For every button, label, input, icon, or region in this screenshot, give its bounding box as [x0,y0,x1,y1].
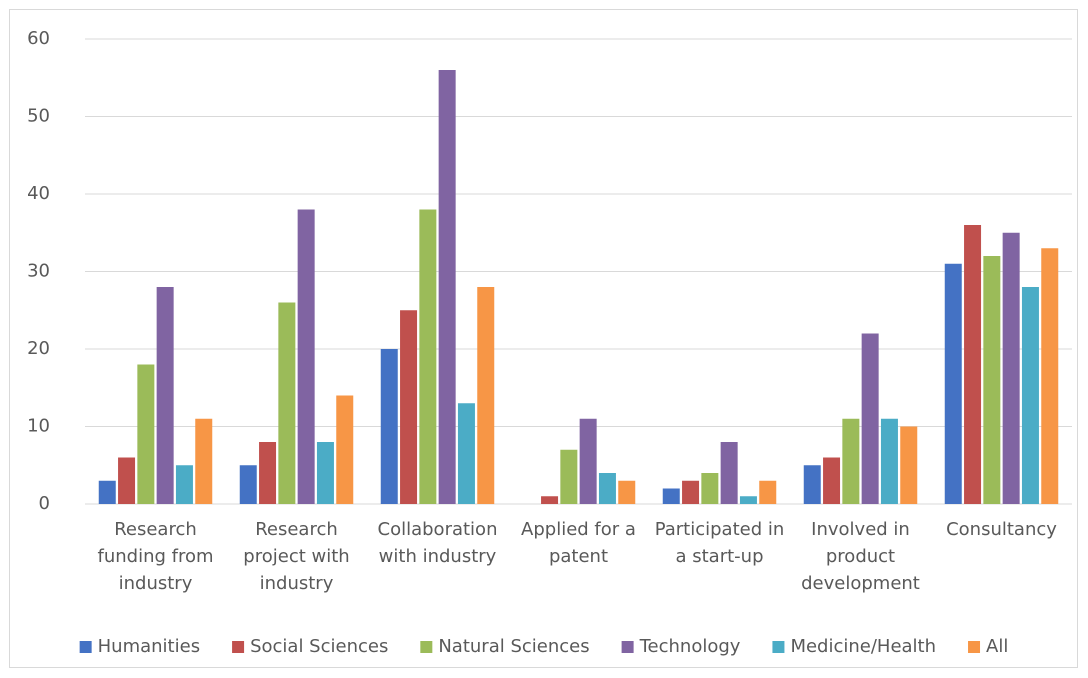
y-tick-label: 30 [27,261,50,282]
x-tick-label: Applied for a patent [521,519,636,567]
bar [900,426,918,504]
bar [259,442,277,504]
legend-swatch [968,641,981,653]
x-tick-label: Research funding from industry [97,519,214,594]
bar [1041,248,1059,504]
legend-swatch [772,641,785,653]
legend-swatch [79,641,92,653]
bar [1002,232,1020,504]
bar [823,457,841,504]
bar [720,442,738,504]
bar [438,70,456,504]
bar [457,403,475,504]
x-tick-label: Participated in a start-up [654,519,785,567]
chart-border [9,9,1078,668]
bar [137,364,155,504]
y-tick-label: 50 [27,106,50,127]
bar [983,256,1001,504]
bar [803,465,821,504]
bar [278,302,296,504]
legend-label: Medicine/Health [790,636,936,657]
bar [400,310,418,504]
y-tick-label: 10 [27,416,50,437]
bar [195,418,213,504]
bar [380,349,398,504]
x-tick-label: Research project with industry [243,519,350,594]
y-tick-label: 40 [27,183,50,204]
legend-swatch [420,641,433,653]
bar [477,287,495,504]
bar [560,449,578,504]
bar [944,263,962,504]
bar [541,496,559,504]
bar [297,209,315,504]
legend-label: Humanities [98,636,200,657]
bar [759,480,777,504]
bar [861,333,879,504]
bar [118,457,136,504]
bar [579,418,597,504]
bar [618,480,636,504]
bar [842,418,860,504]
bar [239,465,257,504]
bar [156,287,174,504]
bar [419,209,437,504]
bar [701,473,719,504]
bar [175,465,193,504]
x-tick-label: Consultancy [946,519,1057,540]
x-tick-label: Involved in product development [801,519,920,594]
bar [316,442,334,504]
x-tick-label: Collaboration with industry [377,519,498,567]
bar [739,496,757,504]
bar [1021,287,1039,504]
bar [598,473,616,504]
y-tick-label: 20 [27,338,50,359]
y-tick-label: 0 [39,493,50,514]
y-tick-label: 60 [27,28,50,49]
legend-label: Social Sciences [250,636,388,657]
legend-swatch [232,641,245,653]
bar [98,480,116,504]
bar [662,488,680,504]
legend-label: Technology [639,636,741,657]
legend-label: All [986,636,1008,657]
bar [682,480,700,504]
legend-label: Natural Sciences [438,636,589,657]
bar [336,395,354,504]
legend-swatch [621,641,634,653]
bar [880,418,898,504]
bar [964,225,982,504]
